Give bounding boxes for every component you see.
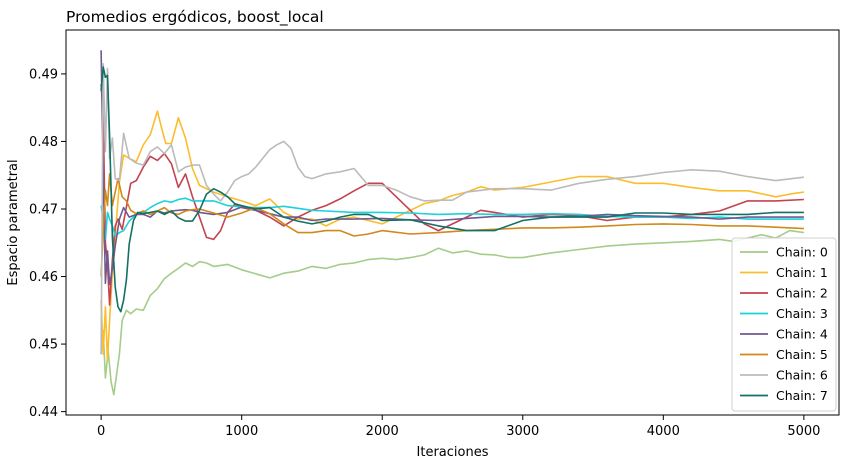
legend-label: Chain: 1 [776,265,828,280]
x-tick-label: 1000 [225,424,258,439]
y-axis: 0.44 0.45 0.46 0.47 0.48 0.49 [29,67,66,420]
series-line-chain-4 [100,50,804,286]
x-tick-label: 5000 [787,424,820,439]
series-layer [100,50,805,396]
legend-label: Chain: 5 [776,347,828,362]
y-tick-label: 0.49 [29,67,58,82]
y-tick-label: 0.44 [29,405,58,420]
legend-label: Chain: 6 [776,368,828,383]
legend-box [731,237,837,412]
legend-label: Chain: 2 [776,286,828,301]
x-tick-label: 3000 [506,424,539,439]
legend-label: Chain: 3 [776,306,828,321]
plot-frame [65,29,840,416]
legend-label: Chain: 0 [776,245,828,260]
y-axis-label: Espacio parametral [6,159,21,285]
x-tick-label: 0 [97,424,105,439]
chart-title: Promedios ergódicos, boost_local [66,8,324,27]
x-axis: 0 1000 2000 3000 4000 5000 [97,415,820,439]
y-tick-label: 0.47 [29,202,58,217]
series-line-chain-6 [100,63,804,355]
x-tick-label: 4000 [647,424,680,439]
y-tick-label: 0.45 [29,338,58,353]
series-line-chain-5 [100,173,804,277]
y-tick-label: 0.48 [29,135,58,150]
legend-label: Chain: 4 [776,327,828,342]
series-line-chain-0 [100,229,805,396]
x-axis-label: Iteraciones [417,445,489,460]
series-line-chain-7 [100,66,804,313]
y-tick-label: 0.46 [29,270,58,285]
x-tick-label: 2000 [366,424,399,439]
legend: Chain: 0 Chain: 1 Chain: 2 Chain: 3 Chain: 4… [731,237,837,412]
legend-label: Chain: 7 [776,388,828,403]
